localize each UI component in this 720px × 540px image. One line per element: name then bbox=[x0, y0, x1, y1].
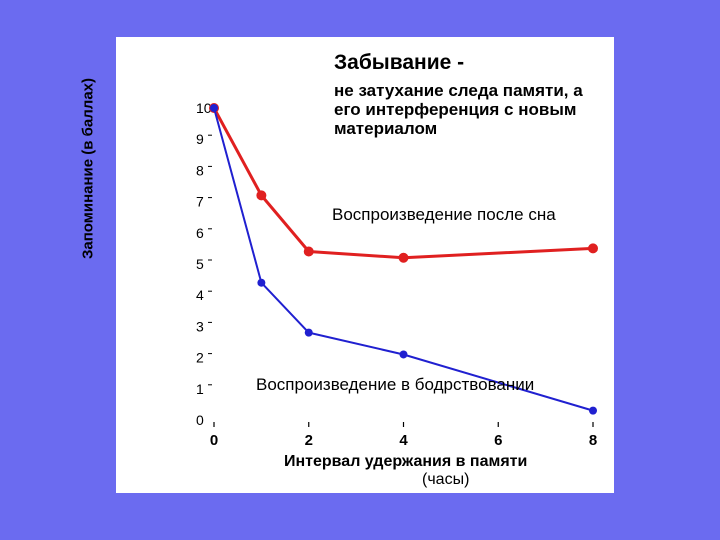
data-point bbox=[399, 350, 408, 359]
chart-subtitle: не затухание следа памяти, а его интерфе… bbox=[334, 81, 583, 138]
series-label-sleep: Воспроизведение после сна bbox=[332, 205, 556, 224]
y-tick-label: 7 bbox=[196, 194, 204, 210]
data-point bbox=[303, 246, 314, 257]
data-point bbox=[210, 104, 218, 112]
x-tick-label: 0 bbox=[210, 432, 218, 449]
line-chart: 0 1 2 3 4 5 6 7 8 9 10 0 2 4 6 8 bbox=[196, 100, 598, 449]
chart-title: Забывание - bbox=[334, 51, 465, 74]
x-tick-label: 6 bbox=[494, 432, 502, 449]
x-tick-label: 4 bbox=[399, 432, 408, 449]
data-point bbox=[588, 243, 598, 254]
y-tick-label: 4 bbox=[196, 287, 204, 303]
data-point bbox=[589, 406, 597, 415]
y-axis-label: Запоминание (в баллах) bbox=[79, 77, 97, 259]
y-tick-label: 3 bbox=[196, 318, 204, 334]
y-tick-label: 8 bbox=[196, 162, 204, 178]
data-point bbox=[304, 328, 313, 337]
y-tick-label: 1 bbox=[196, 381, 204, 397]
series-label-awake: Воспроизведение в бодрствовании bbox=[256, 375, 535, 394]
y-tick-label: 6 bbox=[196, 225, 204, 241]
y-tick-label: 2 bbox=[196, 350, 204, 366]
x-axis-unit: (часы) bbox=[422, 471, 470, 488]
y-tick-label: 9 bbox=[196, 131, 204, 147]
data-point bbox=[398, 252, 409, 263]
x-tick-label: 2 bbox=[305, 432, 313, 449]
chart-slide: 0 1 2 3 4 5 6 7 8 9 10 0 2 4 6 8 Забывание - не затухан… bbox=[79, 37, 614, 493]
y-tick-label: 5 bbox=[196, 256, 204, 272]
x-axis-label: Интервал удержания в памяти bbox=[284, 453, 528, 470]
x-tick-label: 8 bbox=[589, 432, 597, 449]
data-point bbox=[257, 278, 266, 287]
data-point bbox=[256, 190, 267, 201]
y-tick-label: 0 bbox=[196, 412, 204, 428]
y-tick-label: 10 bbox=[196, 100, 212, 116]
